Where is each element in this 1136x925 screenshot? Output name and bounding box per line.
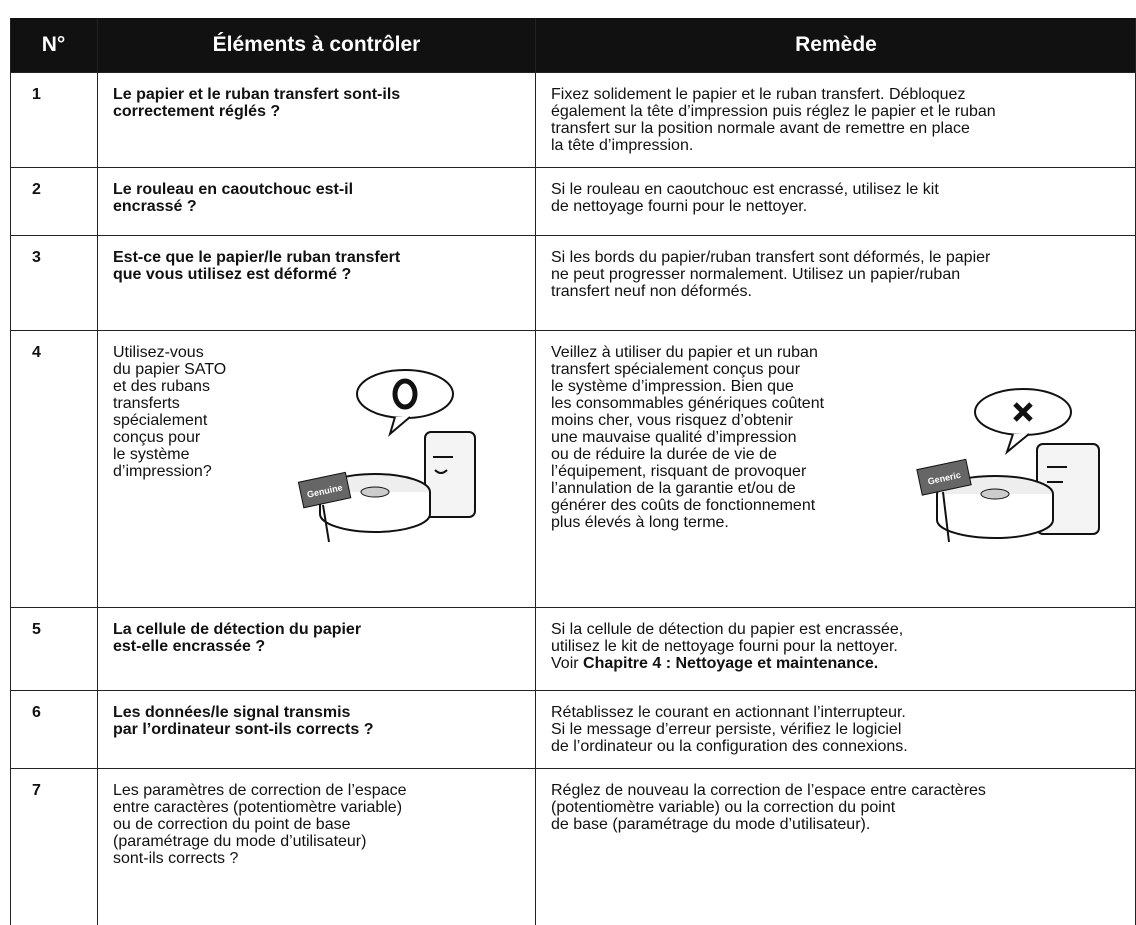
row-number: 3 bbox=[32, 249, 41, 266]
text-line: l’annulation de la garantie et/ou de bbox=[551, 480, 796, 497]
check-item: Est-ce que le papier/le ruban transfert q… bbox=[97, 235, 535, 330]
text-line: Réglez de nouveau la correction de l’esp… bbox=[551, 782, 986, 799]
check-item: La cellule de détection du papier est-ell… bbox=[97, 607, 535, 690]
text-line: transfert sur la position normale avant … bbox=[551, 120, 970, 137]
text-line: du papier SATO bbox=[113, 361, 227, 378]
text-line: les consommables génériques coûtent bbox=[551, 395, 825, 412]
text-line: une mauvaise qualité d’impression bbox=[551, 429, 797, 446]
row-border bbox=[10, 768, 1136, 769]
column-border bbox=[97, 18, 98, 925]
text-line: (paramétrage du mode d’utilisateur) bbox=[113, 833, 367, 850]
row-border bbox=[10, 690, 1136, 691]
text-line: Si les bords du papier/ruban transfert s… bbox=[551, 249, 991, 266]
row-number: 2 bbox=[32, 181, 41, 198]
header-remedy: Remède bbox=[536, 18, 1136, 72]
text-line: correctement réglés ? bbox=[113, 103, 281, 120]
text-line: le système bbox=[113, 446, 190, 463]
text-line: de l’ordinateur ou la configuration des … bbox=[551, 738, 908, 755]
row-number: 7 bbox=[32, 782, 41, 799]
text-line: Le rouleau en caoutchouc est-il bbox=[113, 181, 354, 198]
text-line: également la tête d’impression puis régl… bbox=[551, 103, 996, 120]
text-line: transfert neuf non déformés. bbox=[551, 283, 752, 300]
text-line: Les données/le signal transmis bbox=[113, 704, 351, 721]
text-line: l’équipement, risquant de provoquer bbox=[551, 463, 807, 480]
row-border bbox=[10, 235, 1136, 236]
text-line: (potentiomètre variable) ou la correctio… bbox=[551, 799, 896, 816]
text-line: utilisez le kit de nettoyage fourni pour… bbox=[551, 638, 898, 655]
remedy: Veillez à utiliser du papier et un ruban… bbox=[535, 330, 1135, 607]
check-item: Le rouleau en caoutchouc est-il encrassé … bbox=[97, 167, 535, 235]
text-line: Voir Chapitre 4 : Nettoyage et maintenan… bbox=[551, 655, 1119, 672]
text-line: spécialement bbox=[113, 412, 208, 429]
text-line: sont-ils corrects ? bbox=[113, 850, 239, 867]
text-line: de nettoyage fourni pour le nettoyer. bbox=[551, 198, 808, 215]
text-line: et des rubans bbox=[113, 378, 210, 395]
text-line: d’impression? bbox=[113, 463, 212, 480]
text-line: de base (paramétrage du mode d’utilisate… bbox=[551, 816, 871, 833]
text-line: moins cher, vous risquez d’obtenir bbox=[551, 412, 793, 429]
remedy: Si le rouleau en caoutchouc est encrassé… bbox=[535, 167, 1135, 235]
text-line: Si le rouleau en caoutchouc est encrassé… bbox=[551, 181, 939, 198]
text-line: Rétablissez le courant en actionnant l’i… bbox=[551, 704, 906, 721]
text-line: ou de réduire la durée de vie de bbox=[551, 446, 777, 463]
row-border bbox=[10, 607, 1136, 608]
text-line: transferts bbox=[113, 395, 180, 412]
text-line: La cellule de détection du papier bbox=[113, 621, 362, 638]
remedy: Si les bords du papier/ruban transfert s… bbox=[535, 235, 1135, 330]
column-border bbox=[10, 18, 11, 925]
text-line: Le papier et le ruban transfert sont-ils bbox=[113, 86, 401, 103]
text-line: Si la cellule de détection du papier est… bbox=[551, 621, 904, 638]
text: Voir bbox=[551, 655, 584, 672]
text-line: Utilisez-vous bbox=[113, 344, 204, 361]
row-number: 6 bbox=[32, 704, 41, 721]
text-line: entre caractères (potentiomètre variable… bbox=[113, 799, 403, 816]
text-line: Est-ce que le papier/le ruban transfert bbox=[113, 249, 401, 266]
check-item: Les données/le signal transmis par l’ordi… bbox=[97, 690, 535, 768]
row-number: 4 bbox=[32, 344, 41, 361]
text-line: générer des coûts de fonctionnement bbox=[551, 497, 816, 514]
remedy: Si la cellule de détection du papier est… bbox=[535, 607, 1135, 690]
check-item: Les paramètres de correction de l’espace… bbox=[97, 768, 535, 925]
text-line: ne peut progresser normalement. Utilisez… bbox=[551, 266, 961, 283]
remedy: Rétablissez le courant en actionnant l’i… bbox=[535, 690, 1135, 768]
text-line: le système d’impression. Bien que bbox=[551, 378, 794, 395]
text-line: conçus pour bbox=[113, 429, 201, 446]
row-number: 5 bbox=[32, 621, 41, 638]
row-border bbox=[10, 72, 1136, 73]
row-border bbox=[10, 167, 1136, 168]
generic-illustration: Generic bbox=[916, 388, 1100, 543]
remedy: Fixez solidement le papier et le ruban t… bbox=[535, 72, 1135, 167]
row-number: 1 bbox=[32, 86, 41, 103]
text-line: ou de correction du point de base bbox=[113, 816, 351, 833]
text-line: encrassé ? bbox=[113, 198, 197, 215]
text-line: Veillez à utiliser du papier et un ruban bbox=[551, 344, 818, 361]
header-number: N° bbox=[10, 18, 97, 72]
text-line: la tête d’impression. bbox=[551, 137, 694, 154]
row-border bbox=[10, 330, 1136, 331]
text-line: Si le message d’erreur persiste, vérifie… bbox=[551, 721, 902, 738]
header-items: Éléments à contrôler bbox=[98, 18, 535, 72]
text-line: plus élevés à long terme. bbox=[551, 514, 729, 531]
reference: Chapitre 4 : Nettoyage et maintenance. bbox=[583, 655, 879, 672]
check-item: Utilisez-vous du papier SATO et des rubans… bbox=[97, 330, 535, 607]
text-line: transfert spécialement conçus pour bbox=[551, 361, 801, 378]
text-line: Fixez solidement le papier et le ruban t… bbox=[551, 86, 966, 103]
text-line: par l’ordinateur sont-ils corrects ? bbox=[113, 721, 374, 738]
check-item: Le papier et le ruban transfert sont-ils… bbox=[97, 72, 535, 167]
text-line: Les paramètres de correction de l’espace bbox=[113, 782, 407, 799]
text-line: que vous utilisez est déformé ? bbox=[113, 266, 352, 283]
column-border bbox=[535, 18, 536, 925]
genuine-illustration: Genuine bbox=[297, 369, 476, 543]
remedy: Réglez de nouveau la correction de l’esp… bbox=[535, 768, 1135, 925]
text-line: est-elle encrassée ? bbox=[113, 638, 266, 655]
